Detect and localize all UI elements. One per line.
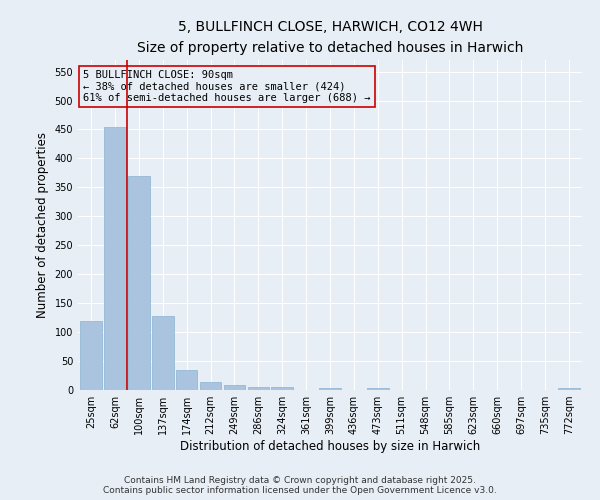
Bar	[248, 387, 269, 390]
Bar	[80, 320, 102, 390]
Bar	[367, 388, 389, 390]
X-axis label: Distribution of detached houses by size in Harwich: Distribution of detached houses by size …	[180, 440, 480, 453]
Bar	[271, 387, 293, 390]
Bar	[224, 385, 245, 390]
Y-axis label: Number of detached properties: Number of detached properties	[36, 132, 49, 318]
Text: Contains HM Land Registry data © Crown copyright and database right 2025.
Contai: Contains HM Land Registry data © Crown c…	[103, 476, 497, 495]
Bar	[558, 388, 580, 390]
Text: 5 BULLFINCH CLOSE: 90sqm
← 38% of detached houses are smaller (424)
61% of semi-: 5 BULLFINCH CLOSE: 90sqm ← 38% of detach…	[83, 70, 371, 103]
Bar	[128, 176, 149, 390]
Bar	[152, 316, 173, 390]
Bar	[104, 126, 126, 390]
Bar	[176, 370, 197, 390]
Bar	[200, 382, 221, 390]
Bar	[319, 388, 341, 390]
Title: 5, BULLFINCH CLOSE, HARWICH, CO12 4WH
Size of property relative to detached hous: 5, BULLFINCH CLOSE, HARWICH, CO12 4WH Si…	[137, 20, 523, 54]
